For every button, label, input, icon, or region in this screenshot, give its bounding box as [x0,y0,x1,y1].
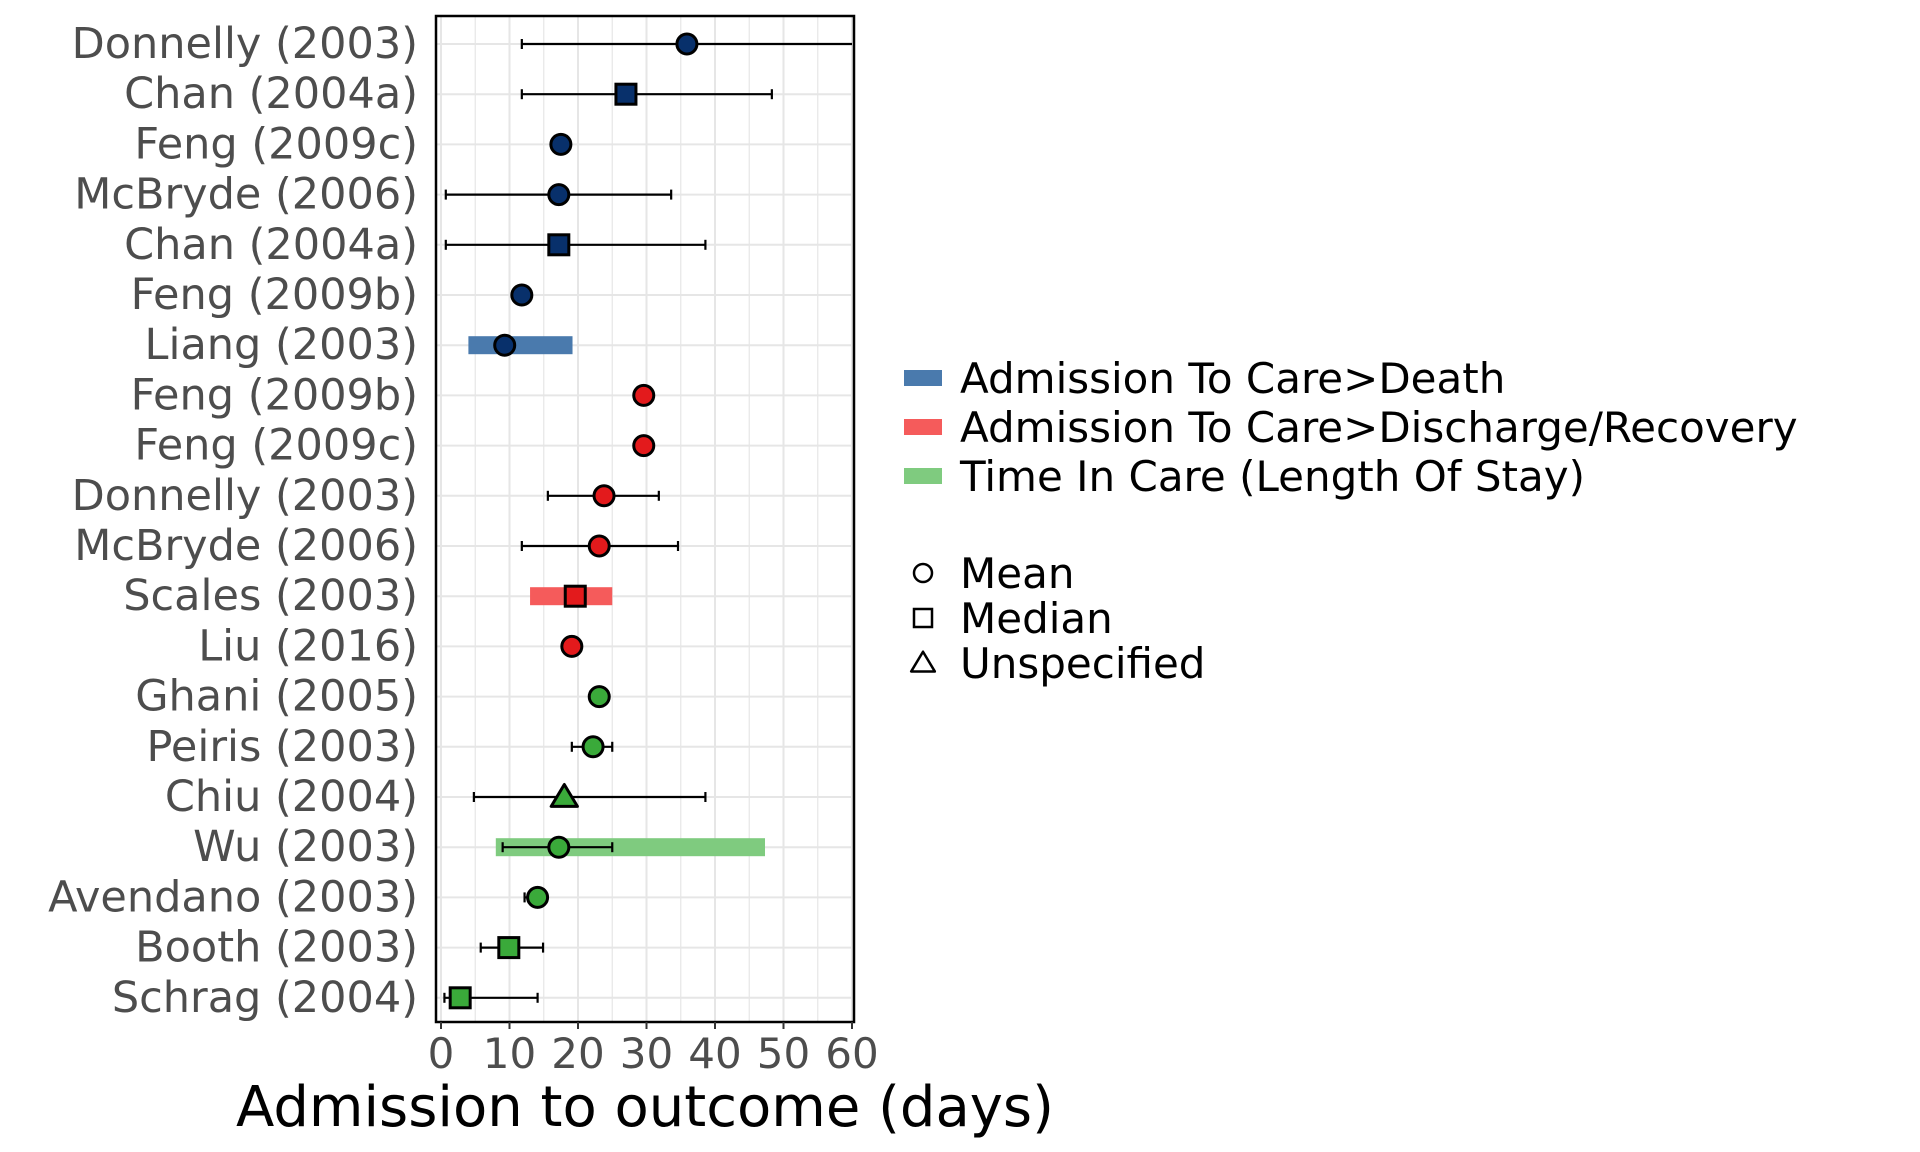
legend-shape [912,562,934,584]
row-label: Chiu (2004) [165,772,418,822]
range-bar [468,336,573,355]
data-point [587,685,611,709]
row-label: Avendano (2003) [48,872,418,922]
data-point [549,783,579,808]
data-point [560,634,584,658]
x-tick-label: 0 [428,1029,455,1078]
data-point [547,835,571,859]
x-tick-label: 50 [757,1029,810,1078]
row-label: Peiris (2003) [147,722,418,772]
row-label: Chan (2004a) [124,69,418,119]
legend-swatch [904,419,942,435]
row-label: Schrag (2004) [112,973,418,1023]
legend-swatch [904,370,942,386]
row-label: Scales (2003) [123,571,418,621]
row-label: Feng (2009c) [134,421,418,471]
data-point [547,233,571,257]
legend-shape-label: Unspecified [960,639,1205,688]
row-labels: Donnelly (2003)Chan (2004a)Feng (2009c)M… [48,19,418,1023]
data-point [448,986,472,1010]
x-tick-label: 60 [825,1029,878,1078]
row-label: Wu (2003) [193,822,418,872]
data-point [526,885,550,909]
x-tick-label: 30 [620,1029,673,1078]
row-label: Chan (2004a) [124,220,418,270]
plot-frame [434,14,856,1024]
legend-shape [912,607,934,629]
row-label: Ghani (2005) [135,672,418,722]
row-label: Liang (2003) [145,320,418,370]
data-marks [443,32,852,1010]
x-tick-label: 10 [483,1029,536,1078]
data-point [581,735,605,759]
row-label: McBryde (2006) [74,170,418,220]
data-point [675,32,699,56]
data-point [493,333,517,357]
data-point [592,484,616,508]
data-point [497,936,521,960]
data-point [614,82,638,106]
x-tick-label: 20 [551,1029,604,1078]
data-point [632,383,656,407]
x-axis-label: Admission to outcome (days) [236,1075,1054,1140]
data-point [563,584,587,608]
plot-background [436,16,854,1022]
legend-shape-label: Mean [960,549,1074,598]
x-tick-labels: 0 10 20 30 40 50 60 [428,1022,879,1078]
row-label: Donnelly (2003) [72,19,418,69]
x-tick-label: 40 [688,1029,741,1078]
row-label: Liu (2016) [198,621,418,671]
row-label: Donnelly (2003) [72,471,418,521]
data-point [510,283,534,307]
legend-label: Admission To Care>Death [960,354,1505,403]
legend-shape [909,650,937,673]
data-point [632,434,656,458]
row-label: Feng (2009b) [131,270,418,320]
data-point [587,534,611,558]
row-label: Feng (2009b) [131,370,418,420]
data-point [547,183,571,207]
legend-shape-label: Median [960,594,1113,643]
legend-swatch [904,468,942,484]
legend-label: Admission To Care>Discharge/Recovery [960,403,1798,452]
legend-label: Time In Care (Length Of Stay) [959,452,1585,501]
row-label: McBryde (2006) [74,521,418,571]
row-label: Feng (2009c) [134,119,418,169]
row-label: Booth (2003) [135,923,418,973]
data-point [549,132,573,156]
